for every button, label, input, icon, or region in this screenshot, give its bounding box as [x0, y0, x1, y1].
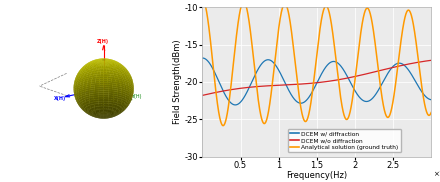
DCEM w/o diffraction: [305, 82, 311, 85]
Analytical solution (ground truth): [212, 81, 217, 83]
DCEM w/o diffraction: [201, 94, 206, 96]
DCEM w/ diffraction: [422, 94, 427, 97]
DCEM w/ diffraction: [212, 72, 217, 74]
Analytical solution (ground truth): [312, 76, 317, 79]
Analytical solution (ground truth): [380, 101, 385, 104]
DCEM w/o diffraction: [429, 59, 434, 61]
Analytical solution (ground truth): [422, 103, 427, 105]
DCEM w/ diffraction: [429, 99, 434, 101]
Line: Analytical solution (ground truth): Analytical solution (ground truth): [203, 0, 431, 126]
Text: $\times10^{10}$: $\times10^{10}$: [433, 169, 440, 180]
DCEM w/o diffraction: [212, 92, 217, 94]
DCEM w/ diffraction: [422, 94, 427, 96]
X-axis label: Frequency(Hz): Frequency(Hz): [286, 171, 347, 180]
Analytical solution (ground truth): [220, 124, 226, 127]
DCEM w/o diffraction: [312, 82, 317, 84]
Line: DCEM w/o diffraction: DCEM w/o diffraction: [203, 60, 431, 95]
DCEM w/ diffraction: [305, 97, 311, 99]
Y-axis label: Field Strength(dBm): Field Strength(dBm): [173, 40, 182, 124]
Legend: DCEM w/ diffraction, DCEM w/o diffraction, Analytical solution (ground truth): DCEM w/ diffraction, DCEM w/o diffractio…: [288, 129, 401, 152]
Analytical solution (ground truth): [429, 111, 434, 114]
DCEM w/ diffraction: [380, 81, 385, 83]
DCEM w/ diffraction: [201, 57, 206, 59]
Analytical solution (ground truth): [305, 116, 311, 118]
DCEM w/o diffraction: [422, 60, 427, 62]
DCEM w/ diffraction: [233, 104, 238, 106]
DCEM w/ diffraction: [312, 87, 317, 89]
DCEM w/o diffraction: [422, 60, 427, 62]
Line: DCEM w/ diffraction: DCEM w/ diffraction: [203, 58, 431, 105]
DCEM w/o diffraction: [380, 69, 385, 71]
Analytical solution (ground truth): [422, 103, 427, 106]
Analytical solution (ground truth): [201, 0, 206, 1]
